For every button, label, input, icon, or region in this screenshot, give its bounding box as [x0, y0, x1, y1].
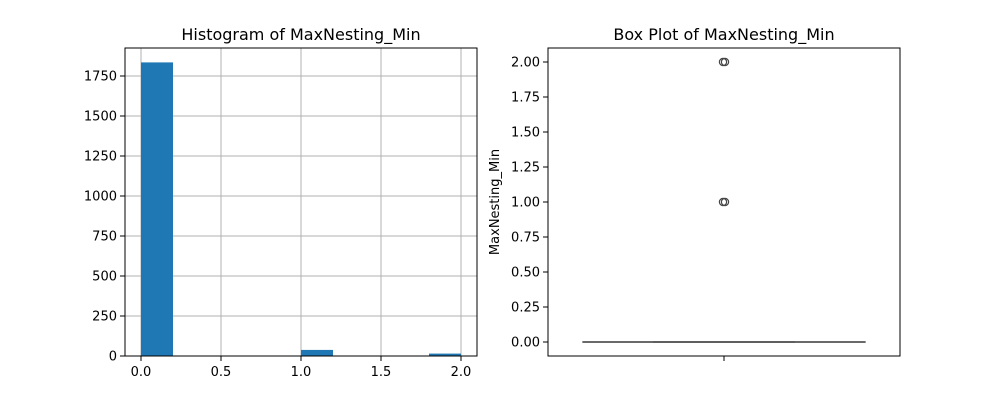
histogram-x-tick-label: 1.0 [291, 365, 312, 380]
boxplot-y-tick-label: 1.75 [511, 91, 540, 106]
boxplot-y-tick-label: 1.00 [511, 196, 540, 211]
boxplot-y-tick-label: 0.00 [511, 336, 540, 351]
boxplot-panel: Box Plot of MaxNesting_Min MaxNesting_Mi… [488, 25, 901, 361]
histogram-x-axis: 0.0 0.5 1.0 1.5 2.0 [131, 356, 472, 380]
histogram-y-tick-label: 250 [92, 310, 117, 325]
histogram-bars [141, 62, 461, 357]
boxplot-y-axis-label: MaxNesting_Min [488, 149, 503, 255]
boxplot-outlier [720, 197, 730, 207]
histogram-bar [429, 353, 461, 356]
boxplot-title: Box Plot of MaxNesting_Min [613, 25, 834, 45]
histogram-x-tick-label: 2.0 [451, 365, 472, 380]
histogram-panel: Histogram of MaxNesting_Min 0.0 0.5 1.0 1.5… [84, 25, 478, 380]
histogram-x-tick-label: 0.0 [131, 365, 152, 380]
boxplot-y-tick-label: 1.25 [511, 161, 540, 176]
histogram-x-tick-label: 0.5 [211, 365, 232, 380]
boxplot-y-tick-label: 0.75 [511, 231, 540, 246]
histogram-y-tick-label: 1250 [84, 150, 117, 165]
histogram-bar [141, 62, 173, 357]
histogram-y-tick-label: 750 [92, 230, 117, 245]
boxplot-y-tick-label: 0.50 [511, 266, 540, 281]
boxplot-outliers [718, 57, 730, 207]
histogram-y-tick-label: 1750 [84, 70, 117, 85]
boxplot-y-tick-label: 1.50 [511, 126, 540, 141]
boxplot-frame [547, 47, 901, 357]
histogram-bar [301, 349, 333, 356]
histogram-y-tick-label: 1000 [84, 190, 117, 205]
histogram-grid [125, 48, 477, 357]
histogram-frame [124, 47, 478, 357]
boxplot-outlier [720, 57, 730, 67]
histogram-y-tick-label: 500 [92, 270, 117, 285]
boxplot-y-tick-label: 0.25 [511, 301, 540, 316]
histogram-title: Histogram of MaxNesting_Min [181, 25, 420, 45]
histogram-x-tick-label: 1.5 [371, 365, 392, 380]
boxplot-y-tick-label: 2.00 [511, 56, 540, 71]
histogram-y-tick-label: 1500 [84, 110, 117, 125]
boxplot-y-axis: 0.00 0.25 0.50 0.75 1.00 1.25 1.50 1.75 2.00 [511, 56, 548, 351]
histogram-y-tick-label: 0 [109, 350, 117, 365]
histogram-y-axis: 0 250 500 750 1000 1250 1500 1750 [84, 70, 125, 365]
